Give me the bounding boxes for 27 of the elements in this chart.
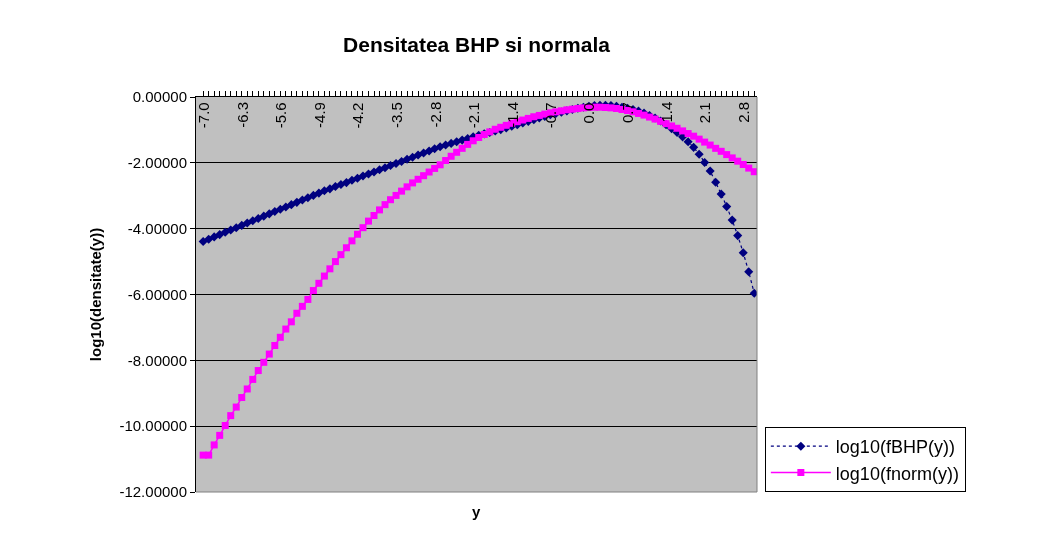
x-tick-label: -5.6 [272,102,290,129]
legend-label: log10(fnorm(y)) [835,463,959,484]
y-tick-label: -6.00000 [127,285,187,303]
x-tick-label: 2.8 [734,101,752,123]
chart-title: Densitatea BHP si normala [343,33,611,57]
x-axis-title: y [472,503,481,520]
x-tick-label: -3.5 [388,102,406,129]
x-tick-label: -4.9 [310,102,328,128]
x-tick-label: -7.0 [195,102,213,129]
y-tick-label: -4.00000 [127,219,187,237]
x-tick-label: -4.2 [349,102,367,129]
y-tick-label: -2.00000 [127,154,187,172]
y-axis-title: log10(densitate(y)) [86,227,104,362]
y-tick-label: -10.00000 [119,417,187,435]
x-tick-label: -0.7 [542,102,560,129]
x-tick-label: -2.8 [426,101,444,128]
x-tick-label: 0.7 [619,102,636,123]
x-tick-label: 2.1 [696,102,714,124]
x-tick-label: -6.3 [233,101,251,128]
x-tick-label: -2.1 [465,102,483,129]
x-tick-label: 1.4 [657,101,675,123]
y-tick-label: -12.00000 [119,483,187,501]
legend-label: log10(fBHP(y)) [835,437,955,458]
x-tick-label: 0.0 [580,102,598,124]
y-tick-label: 0.00000 [132,88,187,106]
x-tick-label: -1.4 [503,101,521,128]
y-tick-label: -8.00000 [127,351,187,369]
